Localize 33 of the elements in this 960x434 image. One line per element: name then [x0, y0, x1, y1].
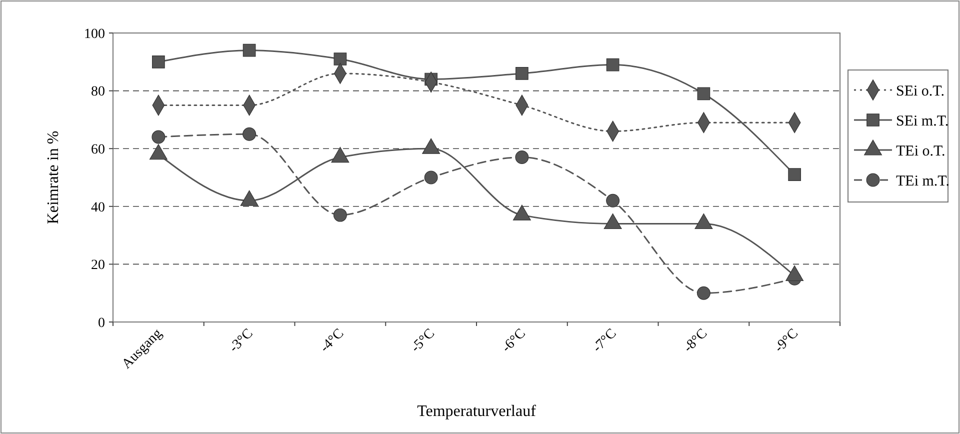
legend-label: TEi o.T. — [896, 143, 946, 160]
point — [152, 55, 165, 68]
point — [333, 208, 347, 222]
point — [697, 87, 710, 100]
point — [152, 130, 166, 144]
point — [606, 194, 620, 208]
x-tick-label: -7°C — [590, 326, 620, 356]
y-tick-label: 80 — [91, 84, 105, 100]
legend-label: SEi m.T. — [896, 113, 949, 130]
y-tick-label: 40 — [91, 200, 105, 216]
legend-label: SEi o.T. — [896, 83, 944, 100]
point — [606, 58, 620, 72]
point — [788, 168, 801, 182]
y-tick-label: 0 — [98, 316, 105, 331]
point — [242, 44, 256, 57]
x-tick-label: -9°C — [772, 326, 802, 356]
x-tick-label: -5°C — [408, 326, 438, 356]
x-axis-title: Temperaturverlauf — [417, 403, 537, 420]
y-axis-title: Keimrate in % — [45, 130, 62, 224]
x-tick-label: -3°C — [226, 326, 256, 356]
point — [334, 52, 347, 66]
y-tick-label: 60 — [91, 142, 105, 158]
point — [696, 286, 710, 300]
point — [242, 127, 256, 141]
point — [424, 170, 438, 184]
y-tick-label: 20 — [91, 258, 105, 274]
point — [515, 150, 529, 164]
x-tick-label: -4°C — [318, 326, 348, 356]
x-tick-label: -6°C — [499, 326, 529, 356]
legend-label: TEi m.T. — [896, 173, 950, 190]
point — [516, 67, 528, 80]
x-tick-label: -8°C — [681, 326, 711, 356]
y-tick-label: 100 — [84, 26, 105, 42]
